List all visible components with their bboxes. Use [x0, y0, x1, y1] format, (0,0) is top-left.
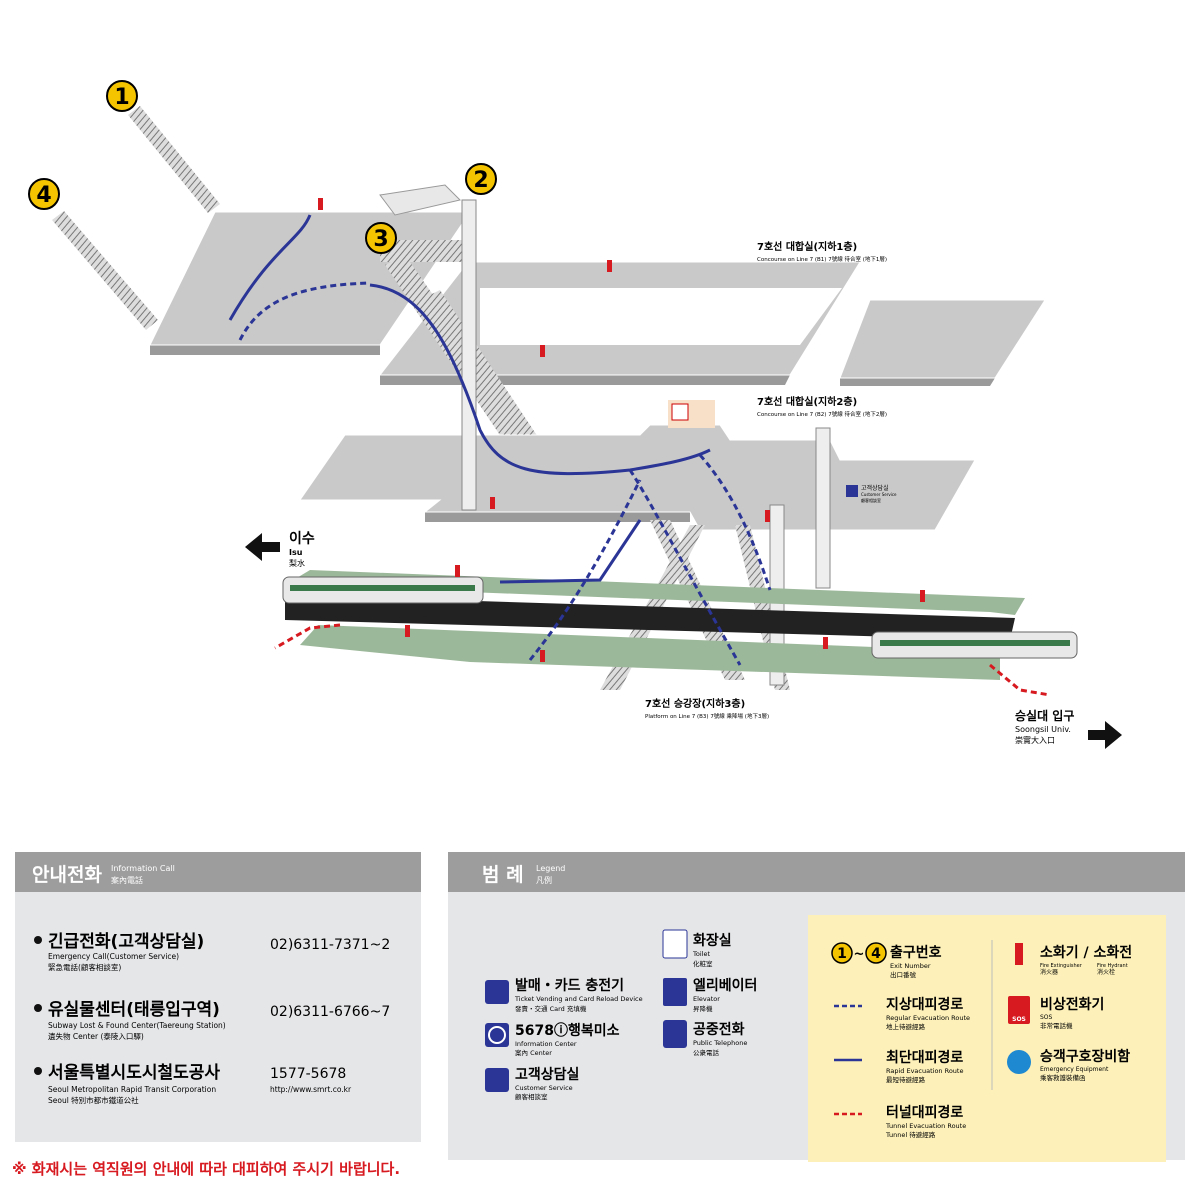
legend-english: Fire Extinguisher — [1040, 963, 1083, 969]
contact-english: Emergency Call(Customer Service) — [48, 952, 179, 961]
legend-english: Toilet — [692, 950, 710, 958]
direction-arrow — [1088, 721, 1122, 749]
legend-name: 지상대피경로 — [886, 996, 963, 1013]
exit-number: 2 — [473, 168, 488, 193]
legend-name: 비상전화기 — [1040, 996, 1104, 1013]
legend-hanja: 消火栓 — [1097, 968, 1115, 976]
legend-hanja: 非常電話機 — [1040, 1021, 1073, 1030]
direction-name: 이수 — [289, 530, 315, 547]
panel-title-hanja: 案內電話 — [111, 875, 143, 885]
legend-english: Tunnel Evacuation Route — [885, 1122, 966, 1130]
contact-name: 유실물센터(태릉입구역) — [48, 1000, 220, 1020]
exit-number: 4 — [36, 183, 51, 208]
contact-phone: 02)6311-6766~7 — [270, 1004, 390, 1020]
legend-hanja: 公衆電話 — [693, 1048, 720, 1057]
direction-hanja: 梨水 — [289, 558, 305, 568]
legend-hanja: 出口番號 — [890, 970, 917, 979]
legend-exit-separator: ~ — [854, 947, 865, 962]
direction-name: 승실대 입구 — [1015, 708, 1074, 723]
legend-exit: 1 — [837, 946, 847, 962]
legend-name: 터널대피경로 — [886, 1104, 963, 1121]
map-label: Customer Service — [861, 492, 897, 497]
contact-phone: 02)6311-7371~2 — [270, 937, 390, 953]
contact-hanja: 遺失物 Center (泰陵入口驛) — [48, 1031, 144, 1041]
contact-english: Subway Lost & Found Center(Taereung Stat… — [48, 1021, 226, 1030]
legend-name: 5678ⓘ행복미소 — [515, 1022, 620, 1039]
level-title: 7호선 대합실(지하1층) — [757, 240, 857, 253]
level-subtitle: Platform on Line 7 (B3) 7號線 乘降場 (地下3層) — [645, 712, 769, 720]
exit-stair — [52, 211, 158, 330]
legend-name: 발매・카드 충전기 — [515, 977, 624, 994]
legend-name: 소화기 / 소화전 — [1040, 944, 1132, 961]
legend-name: 출구번호 — [890, 944, 942, 961]
legend-hanja: 最短待避經路 — [886, 1075, 926, 1084]
legend-hanja: 案內 Center — [515, 1048, 552, 1057]
contact-name: 긴급전화(고객상담실) — [48, 932, 204, 952]
warning: ※ 화재시는 역직원의 안내에 따라 대피하여 주시기 바랍니다. — [12, 1160, 400, 1178]
legend-english: Emergency Equipment — [1040, 1066, 1109, 1073]
direction-english: Isu — [289, 548, 303, 557]
legend-english: Regular Evacuation Route — [886, 1014, 970, 1022]
contact-hanja: Seoul 特別市都市鐵道公社 — [48, 1095, 139, 1105]
panel-title: 범 례 — [482, 864, 524, 886]
legend-english: Exit Number — [890, 962, 931, 970]
legend-english: Fire Hydrant — [1097, 963, 1128, 969]
exit-stair — [128, 106, 220, 213]
legend-hanja: Tunnel 待避經路 — [885, 1130, 936, 1139]
legend-english: Ticket Vending and Card Reload Device — [514, 995, 643, 1003]
legend-exit: 4 — [871, 946, 881, 962]
level-title: 7호선 승강장(지하3층) — [645, 697, 745, 710]
exit-number: 1 — [114, 85, 129, 110]
legend-english: SOS — [1040, 1014, 1053, 1021]
level-subtitle: Concourse on Line 7 (B1) 7號線 待合室 (地下1層) — [757, 255, 887, 263]
direction-english: Soongsil Univ. — [1015, 725, 1071, 734]
level-subtitle: Concourse on Line 7 (B2) 7號線 待合室 (地下2層) — [757, 410, 887, 418]
level-title: 7호선 대합실(지하2층) — [757, 395, 857, 408]
platform — [300, 625, 1000, 680]
legend-hanja: 發賣・交通 Card 充填機 — [515, 1004, 587, 1013]
legend-hanja: 消火器 — [1040, 968, 1058, 976]
fire-extinguisher — [318, 198, 925, 662]
direction-hanja: 崇實大入口 — [1015, 735, 1055, 745]
panel-title-english: Information Call — [111, 864, 175, 873]
legend-name: 엘리베이터 — [693, 977, 757, 994]
legend-english: Public Telephone — [693, 1039, 747, 1047]
exit-markers: 1 2 3 4 — [28, 80, 497, 254]
contact-phone: 1577-5678 — [270, 1066, 346, 1082]
contact-english: Seoul Metropolitan Rapid Transit Corpora… — [48, 1085, 216, 1094]
panel-title: 안내전화 — [32, 864, 102, 886]
info-call-panel: 안내전화 Information Call 案內電話 긴급전화(고객상담실) E… — [15, 852, 421, 1142]
legend-english: Elevator — [693, 995, 720, 1003]
map-label: 고객상담실 — [861, 484, 889, 492]
legend-name: 공중전화 — [693, 1021, 745, 1038]
station-map: 1 2 3 4 7호선 대합실(지하1층) Concourse on Line … — [28, 80, 1122, 749]
contact-name: 서울특별시도시철도공사 — [48, 1063, 220, 1083]
contact-hanja: 緊急電話(顧客相談室) — [48, 962, 121, 972]
legend-hanja: 化粧室 — [693, 959, 713, 968]
legend-english: Information Center — [515, 1040, 577, 1048]
panel-title-english: Legend — [536, 864, 565, 873]
legend-name: 승객구호장비함 — [1040, 1048, 1130, 1065]
legend-hanja: 乘客救護裝備函 — [1040, 1073, 1086, 1082]
legend-name: 화장실 — [693, 932, 732, 949]
legend-panel: 범 례 Legend 凡例 발매・카드 충전기 Ticket Vending a… — [448, 852, 1185, 1162]
legend-name: 고객상담실 — [515, 1066, 579, 1083]
legend-hanja: 昇降機 — [693, 1004, 713, 1013]
legend-english: Customer Service — [515, 1084, 573, 1092]
evacuation-route — [228, 214, 312, 321]
panel-title-hanja: 凡例 — [536, 875, 552, 885]
contact-url: http://www.smrt.co.kr — [270, 1085, 352, 1094]
legend-hanja: 顧客相談室 — [515, 1092, 548, 1101]
exit-number: 3 — [373, 227, 388, 252]
map-label: 顧客相談室 — [861, 497, 881, 503]
legend-name: 최단대피경로 — [886, 1049, 963, 1066]
legend-hanja: 地上待避經路 — [886, 1022, 926, 1031]
direction-arrow — [245, 533, 280, 561]
sos-icon-label: SOS — [1012, 1016, 1026, 1023]
legend-english: Rapid Evacuation Route — [886, 1067, 963, 1075]
